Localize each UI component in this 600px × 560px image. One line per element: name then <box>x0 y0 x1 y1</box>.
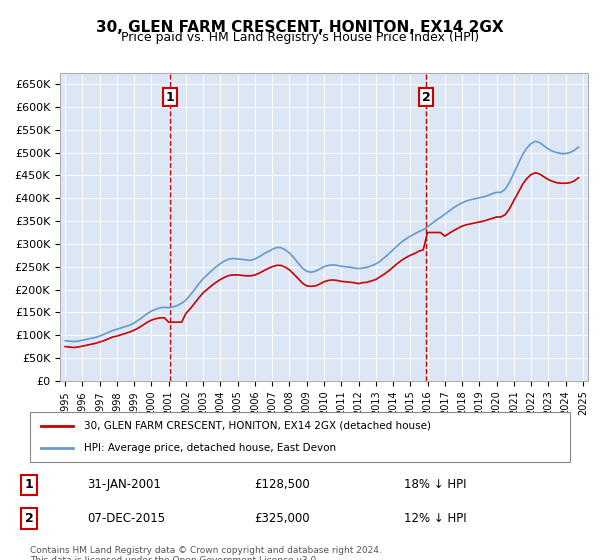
Text: Contains HM Land Registry data © Crown copyright and database right 2024.
This d: Contains HM Land Registry data © Crown c… <box>30 546 382 560</box>
Text: 12% ↓ HPI: 12% ↓ HPI <box>404 512 466 525</box>
Text: 2: 2 <box>422 91 431 104</box>
Text: HPI: Average price, detached house, East Devon: HPI: Average price, detached house, East… <box>84 443 336 453</box>
Text: 31-JAN-2001: 31-JAN-2001 <box>87 478 161 492</box>
FancyBboxPatch shape <box>30 412 570 462</box>
Text: £128,500: £128,500 <box>254 478 310 492</box>
Text: £325,000: £325,000 <box>254 512 310 525</box>
Text: 1: 1 <box>25 478 34 492</box>
Text: 1: 1 <box>166 91 175 104</box>
Text: Price paid vs. HM Land Registry's House Price Index (HPI): Price paid vs. HM Land Registry's House … <box>121 31 479 44</box>
Text: 07-DEC-2015: 07-DEC-2015 <box>87 512 165 525</box>
Text: 2: 2 <box>25 512 34 525</box>
Text: 18% ↓ HPI: 18% ↓ HPI <box>404 478 466 492</box>
Text: 30, GLEN FARM CRESCENT, HONITON, EX14 2GX (detached house): 30, GLEN FARM CRESCENT, HONITON, EX14 2G… <box>84 421 431 431</box>
Text: 30, GLEN FARM CRESCENT, HONITON, EX14 2GX: 30, GLEN FARM CRESCENT, HONITON, EX14 2G… <box>96 20 504 35</box>
